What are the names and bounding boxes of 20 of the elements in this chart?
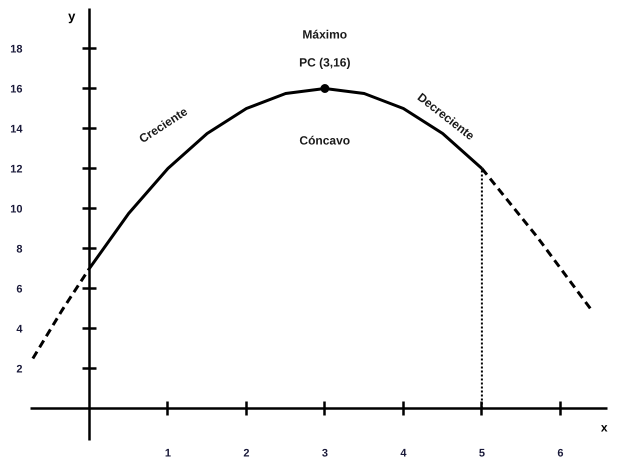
x-tick-label: 2 <box>243 448 250 460</box>
y-tick-label: 6 <box>16 284 23 296</box>
annotation: Máximo <box>302 27 348 42</box>
x-axis-title: x <box>600 420 608 434</box>
y-tick-label: 4 <box>16 324 24 336</box>
x-tick-label: 4 <box>400 448 408 460</box>
y-tick-label: 8 <box>16 244 23 256</box>
x-tick-label: 5 <box>478 448 485 460</box>
y-tick-label: 12 <box>10 164 23 176</box>
y-tick-label: 14 <box>10 124 24 136</box>
y-axis-title: y <box>68 8 76 24</box>
y-tick-label: 18 <box>10 44 23 56</box>
annotation: PC (3,16) <box>299 56 350 70</box>
x-tick-label: 1 <box>164 448 171 460</box>
x-tick-label: 6 <box>557 448 564 460</box>
y-tick-label: 10 <box>10 204 23 216</box>
x-tick-label: 3 <box>322 448 328 460</box>
y-tick-label: 2 <box>16 364 23 376</box>
y-tick-label: 16 <box>10 84 23 96</box>
annotation: Cóncavo <box>299 133 350 148</box>
